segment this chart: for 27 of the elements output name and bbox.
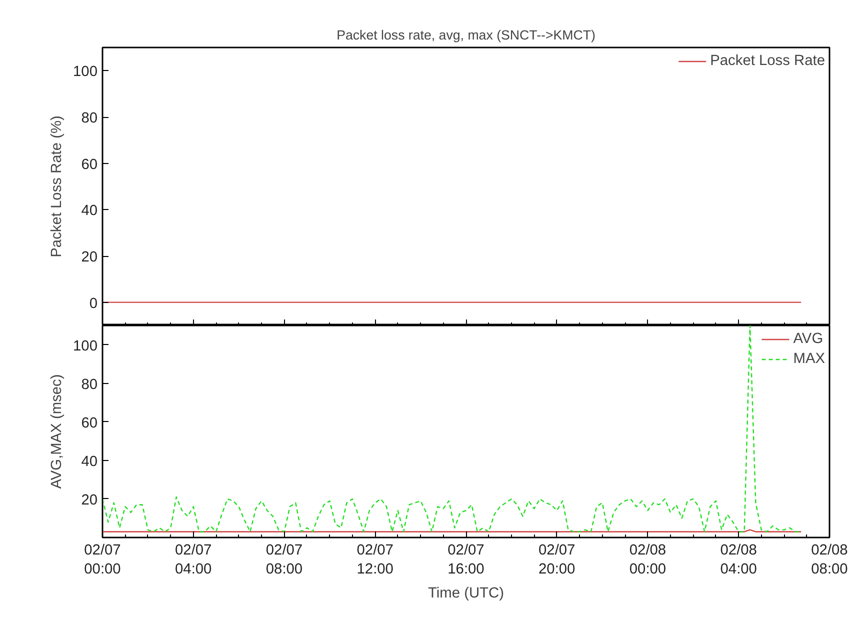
y-axis-title: AVG,MAX (msec)	[49, 374, 66, 489]
x-axis-title: Time (UTC)	[428, 586, 504, 602]
y-tick-label: 100	[73, 338, 98, 354]
y-tick-label: 100	[73, 64, 98, 80]
x-tick-label: 02/07 08:00	[266, 542, 303, 578]
x-tick-label: 02/07 00:00	[84, 542, 121, 578]
x-tick-label: 02/08 00:00	[629, 542, 666, 578]
x-tick-label: 02/08 08:00	[811, 542, 848, 578]
x-tick-label: 02/07 04:00	[175, 542, 212, 578]
x-tick-label: 02/07 16:00	[448, 542, 484, 578]
y-tick-label: 40	[81, 203, 98, 220]
x-tick-label: 02/07 12:00	[356, 542, 394, 578]
x-tick-label: 02/08 04:00	[720, 542, 757, 578]
y-tick-label: 60	[81, 415, 98, 432]
y-tick-label: 40	[81, 454, 98, 470]
legend-label: AVG	[793, 331, 824, 347]
x-tick-label: 02/07 20:00	[538, 542, 576, 578]
chart-title: Packet loss rate, avg, max (SNCT-->KMCT)	[336, 28, 596, 42]
y-tick-label: 20	[81, 250, 98, 266]
legend-label: MAX	[793, 351, 825, 367]
y-tick-label: 0	[89, 296, 98, 312]
y-tick-label: 80	[81, 376, 98, 393]
y-axis-title: Packet Loss Rate (%)	[49, 116, 66, 258]
y-tick-label: 60	[81, 156, 98, 173]
y-tick-label: 20	[81, 492, 98, 508]
legend-label: Packet Loss Rate	[710, 53, 825, 69]
y-tick-label: 80	[81, 110, 98, 126]
